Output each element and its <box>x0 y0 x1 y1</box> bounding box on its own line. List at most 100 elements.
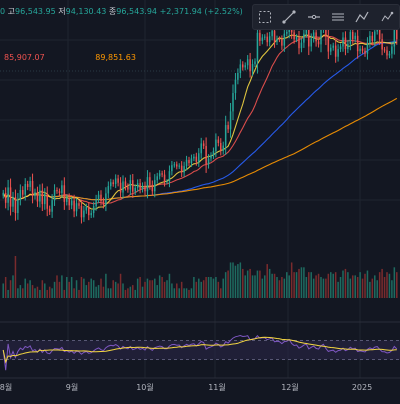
volume-bar <box>80 277 83 298</box>
x-axis: 8월 9월 10월 11월 12월 2025 <box>0 382 372 392</box>
volume-bar <box>215 277 217 298</box>
volume-bar <box>286 272 288 298</box>
candle-body <box>361 48 364 51</box>
volume-bar <box>251 275 254 298</box>
volume-bar <box>12 275 14 298</box>
volume-bar <box>374 275 376 298</box>
candle-body <box>237 72 239 80</box>
candle-body <box>129 180 132 190</box>
candle-body <box>39 190 41 202</box>
candle-body <box>229 111 232 130</box>
candle-body <box>161 173 163 175</box>
candle-body <box>224 125 227 146</box>
volume-bar <box>290 262 293 298</box>
volume-bar <box>308 272 310 298</box>
candle-body <box>44 193 46 205</box>
volume-bar <box>180 281 183 298</box>
candle-body <box>334 45 337 57</box>
volume-bar <box>151 280 154 298</box>
volume-bar <box>78 289 80 298</box>
candle-body <box>83 210 85 218</box>
volume-bar <box>298 268 300 298</box>
low-label: 저 <box>58 7 66 16</box>
volume-bar <box>325 278 327 298</box>
volume-bar <box>73 288 75 298</box>
candle-body <box>381 39 383 50</box>
candle-body <box>332 45 334 48</box>
volume-bar <box>254 275 256 298</box>
candle-body <box>112 182 114 184</box>
volume-bar <box>61 275 63 298</box>
frame-icon[interactable] <box>254 6 276 28</box>
volume-bar <box>193 277 195 298</box>
volume-bar <box>293 272 295 298</box>
candle-body <box>41 190 44 205</box>
candle-body <box>308 28 310 47</box>
candle-body <box>374 31 376 41</box>
volume-bar <box>315 275 317 298</box>
candle-body <box>371 35 374 41</box>
ma-value-3: 89,851.63 <box>95 53 136 62</box>
candle-body <box>391 46 393 54</box>
candle-body <box>139 183 141 190</box>
horizontal-line-icon[interactable] <box>303 6 325 28</box>
volume-bar <box>376 280 378 298</box>
volume-bar <box>229 262 232 298</box>
candle-body <box>356 35 359 52</box>
volume-bar <box>327 273 330 298</box>
volume-bar <box>396 272 398 298</box>
trendline-icon[interactable] <box>278 6 300 28</box>
volume-bar <box>163 281 166 298</box>
candle-body <box>14 197 17 214</box>
candle-body <box>166 181 168 183</box>
volume-bar <box>381 268 383 298</box>
candle-body <box>376 28 378 32</box>
candle-body <box>347 43 349 50</box>
candle-body <box>264 36 266 38</box>
volume-bar <box>369 281 371 298</box>
volume-bar <box>102 286 105 298</box>
candle-body <box>12 197 14 207</box>
candle-body <box>173 164 176 166</box>
volume-bar <box>112 280 114 298</box>
volume-bar <box>22 288 24 298</box>
candle-body <box>156 176 158 181</box>
volume-bar <box>44 283 46 298</box>
volume-bar <box>31 285 34 298</box>
volume-bar <box>127 288 129 298</box>
volume-bar <box>171 283 173 298</box>
candle-body <box>36 192 39 202</box>
more-icon[interactable] <box>376 6 398 28</box>
volume-bar <box>210 277 212 298</box>
candle-body <box>144 185 146 192</box>
volume-bar <box>352 275 354 298</box>
candle-body <box>73 200 75 212</box>
volume-bar <box>90 278 92 298</box>
candle-body <box>286 31 288 34</box>
volume-bar <box>281 277 283 298</box>
close-label: 종 <box>108 7 117 16</box>
candle-body <box>354 35 356 40</box>
x-axis-label: 10월 <box>136 382 154 392</box>
volume-bar <box>119 273 122 298</box>
volume-bar <box>317 273 320 298</box>
candle-body <box>303 33 305 43</box>
volume-bar <box>244 275 246 298</box>
candle-body <box>132 180 134 192</box>
candle-body <box>154 180 156 192</box>
volume-bar <box>232 262 234 298</box>
candle-body <box>7 187 9 203</box>
volume-bar <box>161 277 163 298</box>
path-icon[interactable] <box>351 6 373 28</box>
candle-body <box>141 185 144 190</box>
x-axis-label: 2025 <box>352 383 372 392</box>
volume-bar <box>239 262 242 298</box>
volume-bar <box>19 285 22 298</box>
low-value: 94,130.43 <box>65 7 107 16</box>
candle-body <box>305 28 308 34</box>
volume-bar <box>300 267 303 298</box>
parallel-channel-icon[interactable] <box>327 6 349 28</box>
volume-bar <box>305 277 308 298</box>
